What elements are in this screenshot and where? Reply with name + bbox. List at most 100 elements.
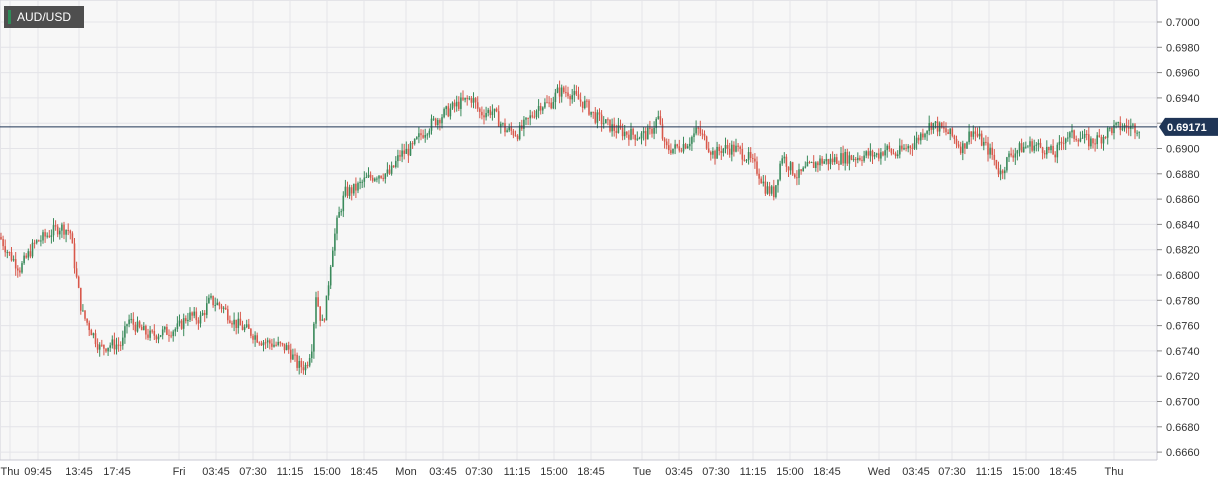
candle-body bbox=[976, 133, 979, 137]
candle-body bbox=[821, 158, 823, 164]
candle-body bbox=[529, 115, 531, 119]
y-tick-label: 0.6940 bbox=[1166, 93, 1200, 105]
candle-body bbox=[105, 348, 107, 352]
candle-body bbox=[1081, 137, 1084, 139]
candle-body bbox=[823, 161, 825, 164]
candle-body bbox=[531, 115, 534, 117]
candle-body bbox=[304, 364, 307, 371]
candle-body bbox=[201, 312, 204, 316]
candle-body bbox=[117, 344, 120, 346]
y-tick-label: 0.6720 bbox=[1166, 371, 1200, 383]
candle-body bbox=[220, 305, 223, 309]
candle-body bbox=[655, 118, 657, 128]
candle-body bbox=[90, 330, 93, 336]
candle-body bbox=[815, 162, 817, 168]
candle-body bbox=[63, 224, 65, 235]
candle-body bbox=[581, 101, 584, 108]
candle-body bbox=[1096, 135, 1098, 145]
candle-body bbox=[733, 144, 735, 152]
candle-body bbox=[920, 133, 922, 141]
candle-body bbox=[945, 128, 947, 133]
candle-body bbox=[1132, 124, 1134, 126]
candle-body bbox=[888, 145, 891, 150]
candle-body bbox=[1100, 137, 1103, 144]
candle-body bbox=[1109, 127, 1111, 129]
candle-body bbox=[140, 326, 143, 331]
candle-body bbox=[962, 143, 964, 154]
candle-body bbox=[724, 145, 727, 149]
candle-body bbox=[731, 144, 733, 155]
candle-body bbox=[924, 133, 926, 138]
candle-body bbox=[775, 185, 777, 198]
candle-body bbox=[218, 302, 221, 306]
x-tick-label: 07:30 bbox=[702, 466, 730, 478]
x-tick-label: Mon bbox=[395, 466, 416, 478]
candle-body bbox=[361, 181, 363, 183]
candle-body bbox=[235, 319, 237, 328]
candle-body bbox=[1054, 154, 1056, 158]
candle-body bbox=[40, 240, 42, 242]
y-tick-label: 0.7000 bbox=[1166, 17, 1200, 29]
candle-body bbox=[12, 259, 15, 261]
candle-body bbox=[1119, 122, 1122, 130]
candle-body bbox=[894, 153, 897, 157]
candle-body bbox=[966, 142, 968, 149]
candle-body bbox=[974, 131, 977, 134]
candle-body bbox=[781, 158, 783, 164]
candle-body bbox=[481, 111, 483, 116]
candle-body bbox=[899, 145, 901, 155]
candle-body bbox=[747, 152, 750, 160]
candle-body bbox=[699, 127, 702, 134]
candle-body bbox=[193, 311, 195, 316]
candle-body bbox=[644, 131, 647, 140]
candle-body bbox=[403, 150, 405, 154]
candle-body bbox=[103, 344, 105, 349]
candle-body bbox=[256, 335, 258, 343]
candle-body bbox=[852, 158, 855, 160]
candle-body bbox=[695, 127, 697, 134]
candle-body bbox=[283, 343, 286, 351]
candle-body bbox=[703, 133, 706, 137]
candle-body bbox=[132, 318, 135, 325]
candle-body bbox=[195, 311, 198, 321]
candle-body bbox=[1001, 170, 1004, 174]
candle-body bbox=[113, 339, 116, 350]
candle-body bbox=[273, 344, 275, 347]
candle-body bbox=[27, 251, 30, 258]
candle-body bbox=[892, 153, 895, 155]
candle-body bbox=[764, 181, 767, 194]
candle-body bbox=[168, 334, 170, 336]
candle-body bbox=[222, 307, 225, 309]
x-tick-label: Fri bbox=[173, 466, 186, 478]
candle-body bbox=[466, 97, 468, 100]
candle-body bbox=[812, 162, 815, 168]
candle-body bbox=[623, 131, 626, 137]
candle-body bbox=[997, 168, 1000, 175]
candle-body bbox=[525, 117, 527, 120]
candle-body bbox=[993, 154, 996, 160]
candle-body bbox=[439, 119, 441, 124]
candle-body bbox=[831, 158, 834, 163]
candle-body bbox=[1083, 133, 1086, 138]
candle-body bbox=[38, 240, 40, 242]
candle-body bbox=[187, 319, 189, 322]
candle-body bbox=[873, 154, 876, 157]
candle-body bbox=[934, 121, 937, 123]
candle-body bbox=[1136, 132, 1138, 134]
candle-body bbox=[907, 146, 909, 149]
candle-body bbox=[109, 345, 111, 348]
candle-body bbox=[153, 330, 156, 336]
candle-body bbox=[138, 321, 141, 327]
candle-body bbox=[67, 229, 69, 231]
candle-body bbox=[277, 341, 279, 345]
candle-body bbox=[315, 297, 317, 324]
candle-body bbox=[617, 125, 620, 133]
candle-body bbox=[378, 175, 380, 179]
candle-body bbox=[867, 151, 870, 156]
candle-body bbox=[35, 240, 38, 243]
candle-body bbox=[290, 349, 292, 360]
candle-body bbox=[252, 335, 254, 340]
x-tick-label: 15:00 bbox=[1012, 466, 1040, 478]
candle-body bbox=[836, 157, 838, 164]
